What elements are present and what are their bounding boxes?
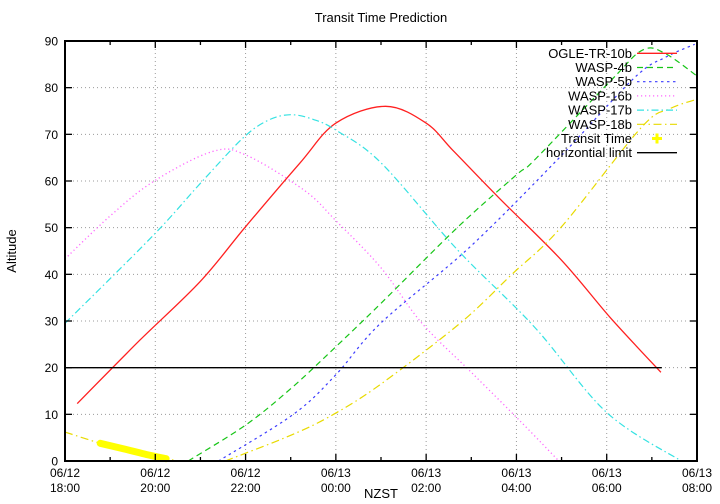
y-axis-label: Altitude bbox=[4, 229, 19, 272]
x-tick-label-time: 20:00 bbox=[140, 481, 170, 495]
x-tick-label-time: 04:00 bbox=[501, 481, 531, 495]
legend-label: WASP-4b bbox=[575, 60, 632, 75]
legend-row: horizontial limit bbox=[546, 145, 677, 160]
y-tick-label: 50 bbox=[45, 221, 59, 235]
legend-row: WASP-17b bbox=[568, 103, 677, 118]
legend-row: OGLE-TR-10b bbox=[548, 46, 677, 61]
curve-transit-time bbox=[96, 439, 170, 463]
x-tick-label-date: 06/13 bbox=[682, 466, 712, 480]
legend-label: OGLE-TR-10b bbox=[548, 46, 632, 61]
legend-label: Transit Time bbox=[561, 131, 632, 146]
x-tick-label-time: 08:00 bbox=[682, 481, 712, 495]
y-tick-label: 60 bbox=[45, 175, 59, 189]
legend: OGLE-TR-10bWASP-4bWASP-5bWASP-16bWASP-17… bbox=[546, 46, 677, 160]
x-tick-label-time: 22:00 bbox=[231, 481, 261, 495]
x-tick-label-date: 06/13 bbox=[321, 466, 351, 480]
legend-row: WASP-5b bbox=[575, 74, 677, 89]
x-tick-label-date: 06/13 bbox=[501, 466, 531, 480]
y-tick-label: 70 bbox=[45, 128, 59, 142]
y-tick-label: 30 bbox=[45, 315, 59, 329]
y-tick-label: 0 bbox=[51, 455, 58, 469]
x-tick-label-date: 06/12 bbox=[231, 466, 261, 480]
data-curves bbox=[64, 43, 698, 463]
x-tick-label-time: 02:00 bbox=[411, 481, 441, 495]
y-tick-label: 40 bbox=[45, 268, 59, 282]
x-tick-label-date: 06/13 bbox=[411, 466, 441, 480]
axis-ticks bbox=[64, 40, 698, 462]
y-tick-label: 20 bbox=[45, 361, 59, 375]
chart-title: Transit Time Prediction bbox=[315, 10, 447, 25]
curve-wasp-4b bbox=[187, 47, 698, 462]
legend-label: horizontial limit bbox=[546, 145, 632, 160]
curve-wasp-18b bbox=[225, 98, 698, 462]
tick-labels: 010203040506070809006/1218:0006/1220:000… bbox=[45, 35, 713, 496]
curve-wasp-16b bbox=[64, 148, 560, 462]
legend-row: WASP-4b bbox=[575, 60, 677, 75]
x-tick-label-date: 06/13 bbox=[592, 466, 622, 480]
y-tick-label: 10 bbox=[45, 408, 59, 422]
legend-row: WASP-16b bbox=[568, 88, 677, 103]
curve-wasp-17b bbox=[64, 114, 682, 462]
curve-ogle-tr-10b bbox=[76, 105, 662, 405]
legend-label: WASP-5b bbox=[575, 74, 632, 89]
legend-row: WASP-18b bbox=[568, 117, 677, 132]
x-tick-label-date: 06/12 bbox=[140, 466, 170, 480]
legend-label: WASP-16b bbox=[568, 88, 632, 103]
x-tick-label-time: 00:00 bbox=[321, 481, 351, 495]
y-tick-label: 90 bbox=[45, 35, 59, 49]
x-tick-label-time: 06:00 bbox=[592, 481, 622, 495]
legend-label: WASP-18b bbox=[568, 117, 632, 132]
x-tick-label-date: 06/12 bbox=[50, 466, 80, 480]
curve-wasp-5b bbox=[218, 43, 695, 462]
x-tick-label-time: 18:00 bbox=[50, 481, 80, 495]
y-tick-label: 80 bbox=[45, 81, 59, 95]
legend-row: Transit Time bbox=[561, 131, 662, 146]
legend-label: WASP-17b bbox=[568, 103, 632, 118]
x-axis-label: NZST bbox=[364, 486, 398, 501]
